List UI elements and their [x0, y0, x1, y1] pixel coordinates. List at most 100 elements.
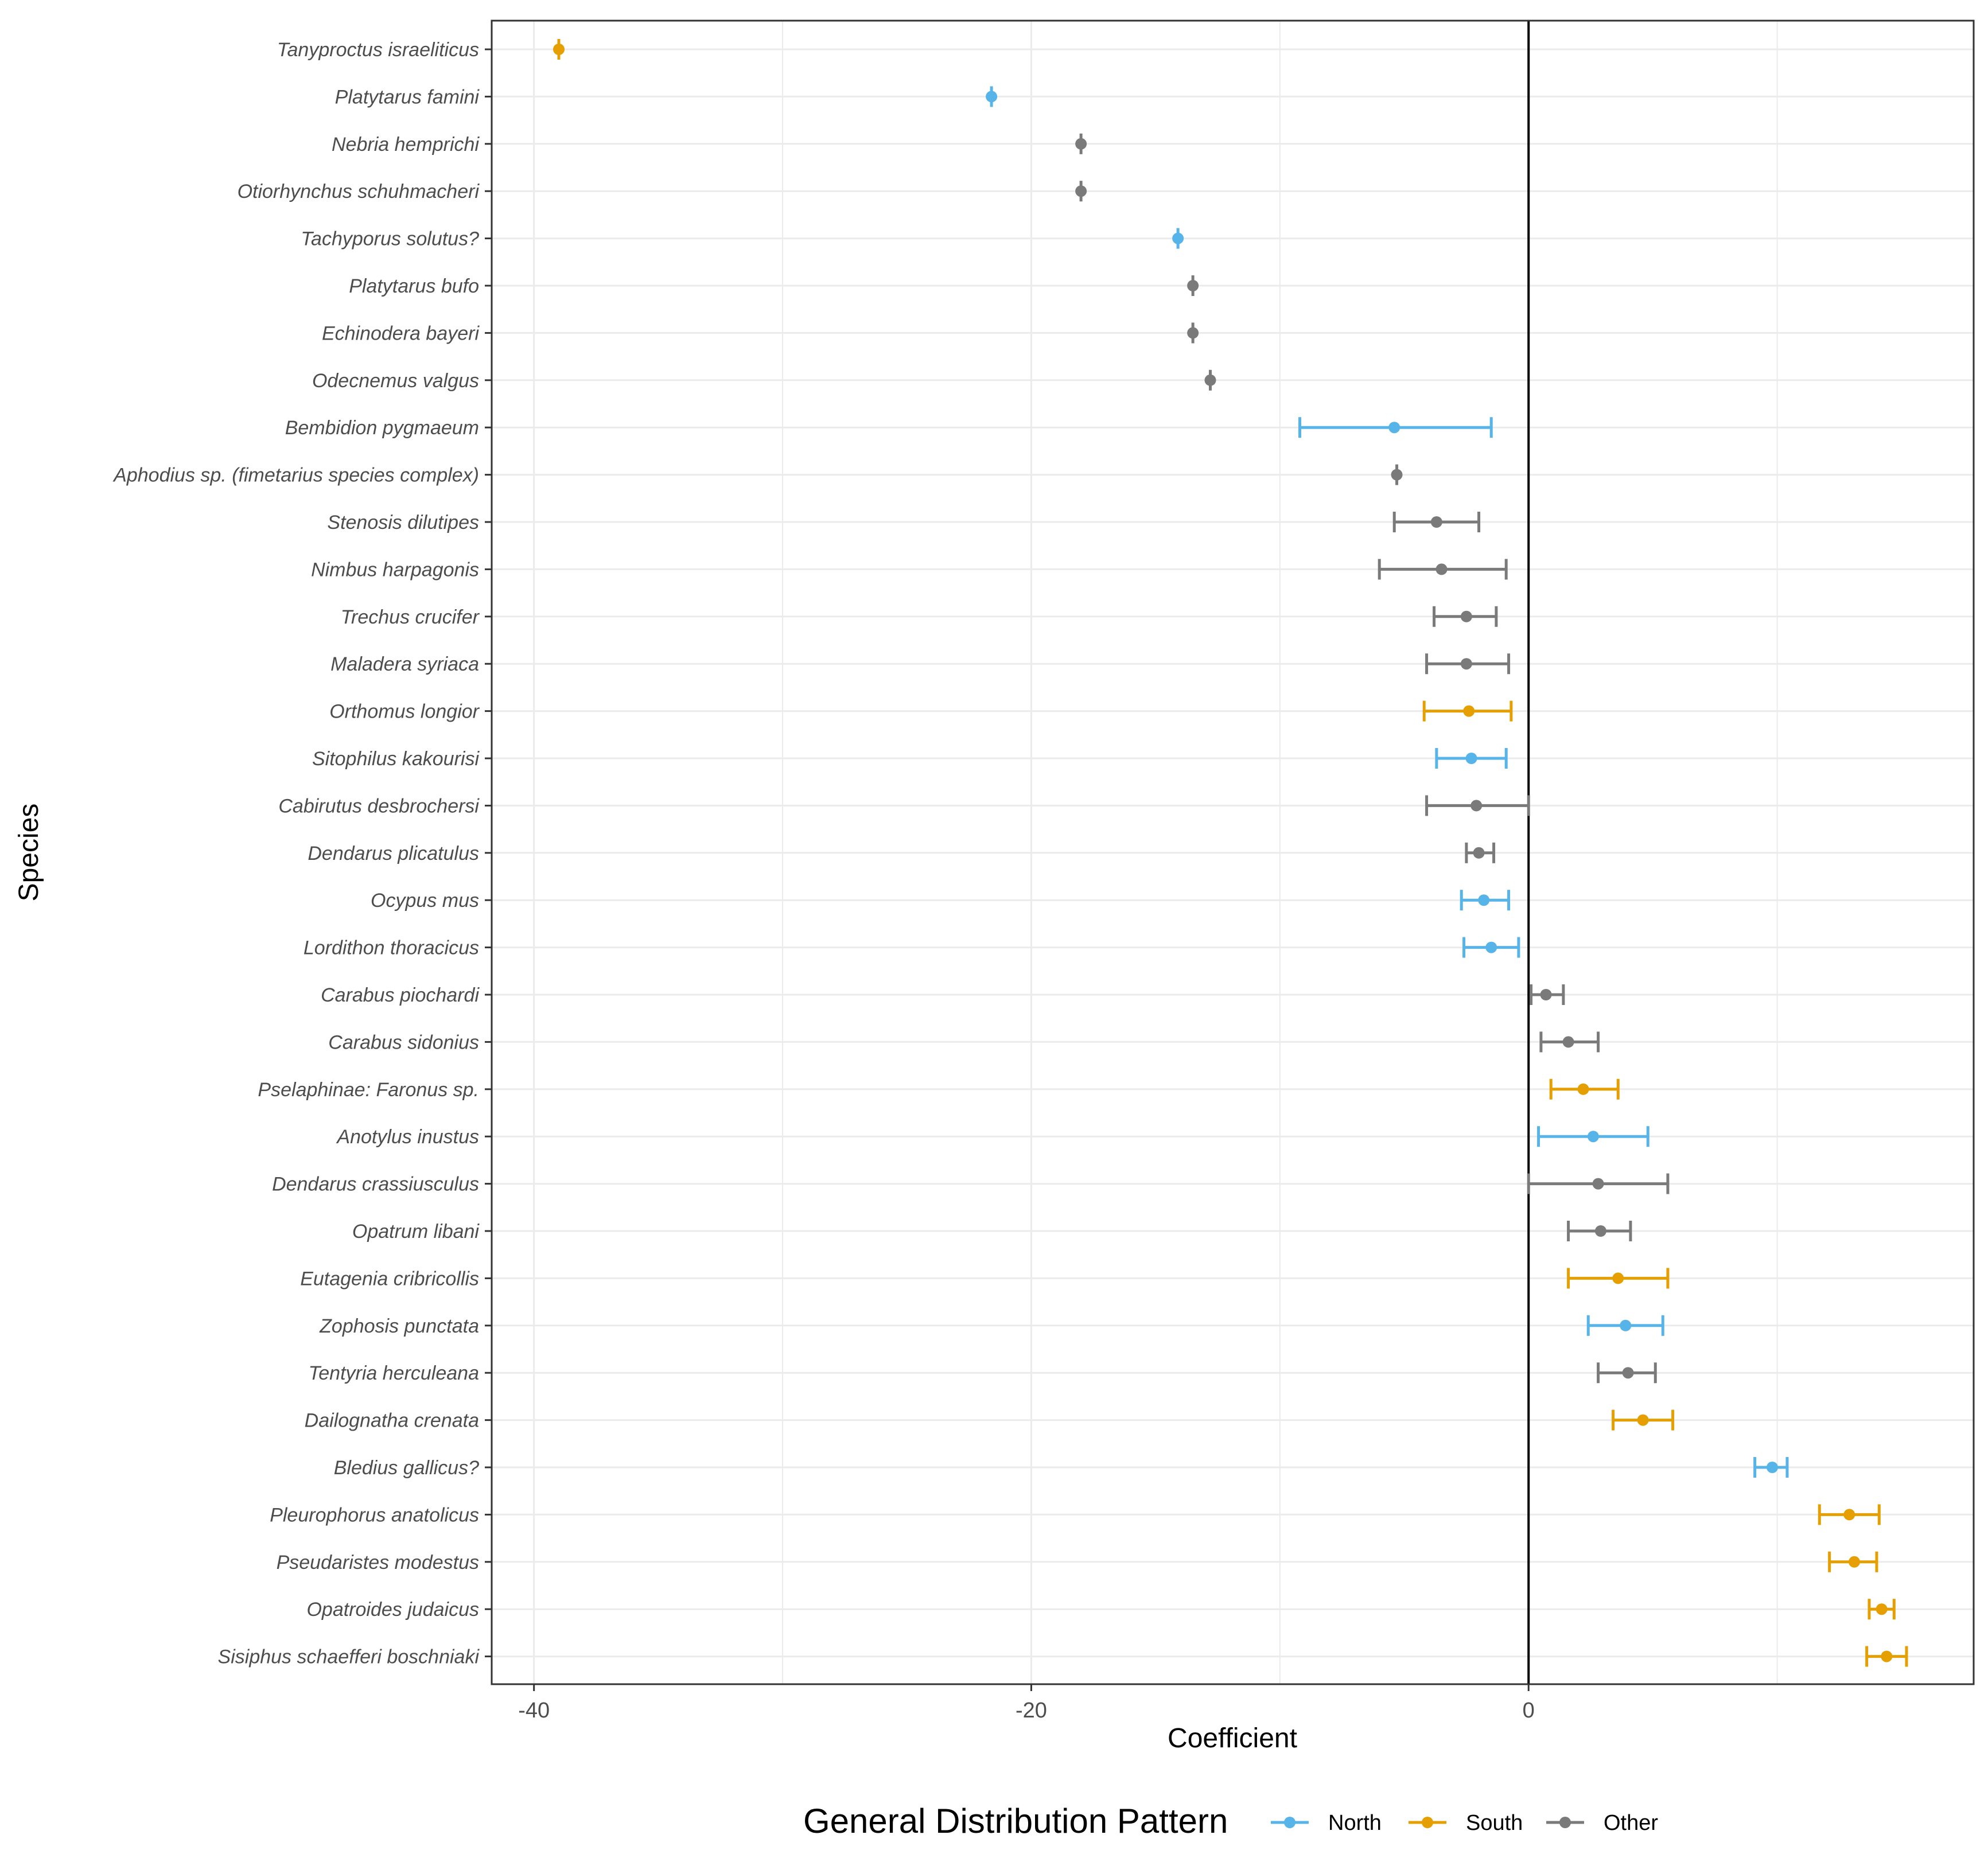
estimate-point	[1460, 610, 1472, 622]
species-label: Carabus sidonius	[328, 1031, 479, 1053]
species-label: Nebria hemprichi	[332, 134, 480, 155]
estimate-point	[1430, 516, 1442, 528]
species-row-north	[986, 86, 998, 107]
estimate-point	[1577, 1083, 1589, 1095]
y-axis-title: Species	[14, 804, 44, 902]
legend-item-other: Other	[1546, 1811, 1658, 1835]
species-label: Maladera syriaca	[330, 653, 479, 675]
species-label: Dendarus crassiusculus	[272, 1174, 479, 1195]
x-tick-label: -40	[518, 1699, 550, 1723]
estimate-point	[1485, 941, 1497, 953]
species-label: Nimbus harpagonis	[311, 559, 479, 581]
species-row-north	[1586, 1315, 1664, 1336]
species-label: Lordithon thoracicus	[304, 937, 479, 959]
legend-item-south: South	[1409, 1811, 1523, 1835]
estimate-point	[1460, 658, 1472, 670]
species-label: Pselaphinae: Faronus sp.	[258, 1079, 479, 1101]
species-row-other	[1433, 606, 1498, 627]
species-label: Tentyria herculeana	[309, 1362, 479, 1384]
species-row-other	[1425, 653, 1511, 675]
estimate-point	[1435, 563, 1448, 575]
species-row-other	[1391, 464, 1403, 485]
x-axis-title: Coefficient	[1168, 1723, 1297, 1754]
species-label: Zophosis punctata	[319, 1315, 479, 1337]
species-row-other	[1075, 133, 1087, 154]
species-row-south	[553, 39, 565, 60]
species-label: Carabus piochardi	[321, 984, 480, 1006]
species-label: Sitophilus kakourisi	[312, 748, 480, 770]
estimate-point	[1204, 374, 1216, 386]
species-label: Aphodius sp. (fimetarius species complex…	[112, 465, 479, 486]
species-label: Sisiphus schaefferi boschniaki	[218, 1646, 480, 1668]
estimate-point	[1592, 1178, 1604, 1190]
species-label: Orthomus longior	[329, 701, 480, 723]
estimate-point	[1766, 1462, 1778, 1473]
estimate-point	[1620, 1319, 1632, 1331]
species-row-other	[1392, 512, 1481, 532]
species-row-other	[1527, 1173, 1670, 1194]
species-row-south	[1567, 1268, 1670, 1289]
estimate-point	[1075, 185, 1087, 197]
estimate-point	[1612, 1272, 1624, 1284]
species-label: Trechus crucifer	[341, 606, 480, 628]
species-row-other	[1539, 1031, 1600, 1053]
estimate-point	[1594, 1225, 1606, 1237]
species-row-south	[1549, 1078, 1620, 1100]
species-row-other	[1530, 984, 1565, 1005]
species-row-north	[1435, 748, 1508, 769]
species-label: Tachyporus solutus?	[301, 228, 479, 250]
estimate-point	[1876, 1603, 1888, 1615]
estimate-point	[1463, 705, 1475, 717]
species-row-north	[1462, 937, 1520, 958]
species-row-other	[1378, 559, 1508, 580]
species-row-other	[1187, 322, 1199, 344]
estimate-point	[1187, 327, 1199, 339]
estimate-point	[1075, 138, 1087, 150]
estimate-point	[1848, 1556, 1860, 1568]
legend-title: General Distribution Pattern	[803, 1802, 1228, 1840]
species-label: Tanyproctus israeliticus	[277, 39, 479, 61]
estimate-point	[553, 44, 565, 55]
species-label: Echinodera bayeri	[322, 322, 480, 344]
species-row-other	[1567, 1221, 1632, 1241]
estimate-point	[1473, 847, 1485, 859]
legend-label: South	[1466, 1811, 1523, 1835]
estimate-point	[1187, 280, 1199, 291]
estimate-point	[1470, 800, 1483, 812]
x-tick-label: 0	[1523, 1699, 1535, 1723]
estimate-point	[1881, 1650, 1893, 1662]
estimate-point	[1562, 1036, 1574, 1048]
legend-key-point	[1422, 1817, 1433, 1828]
estimate-point	[986, 91, 998, 103]
legend-items: North South Other	[1271, 1811, 1658, 1835]
species-row-south	[1422, 700, 1513, 722]
species-row-north	[1537, 1126, 1649, 1147]
estimate-point	[1622, 1367, 1634, 1379]
legend-item-north: North	[1271, 1811, 1382, 1835]
species-label: Bembidion pygmaeum	[285, 417, 479, 439]
species-label: Stenosis dilutipes	[327, 512, 479, 533]
species-label: Otiorhynchus schuhmacheri	[238, 181, 480, 202]
species-label: Eutagenia cribricollis	[300, 1268, 479, 1290]
species-label: Opatroides judaicus	[306, 1599, 479, 1621]
species-label: Opatrum libani	[352, 1221, 480, 1242]
species-row-other	[1425, 795, 1530, 816]
species-row-other	[1204, 369, 1216, 391]
species-row-south	[1868, 1599, 1896, 1620]
estimate-point	[1465, 753, 1477, 764]
species-row-south	[1828, 1551, 1878, 1572]
legend-label: Other	[1604, 1811, 1658, 1835]
species-label: Anotylus inustus	[336, 1126, 479, 1148]
species-row-other	[1187, 275, 1199, 296]
x-tick-label: -20	[1016, 1699, 1047, 1723]
species-row-other	[1597, 1362, 1657, 1384]
species-label: Bledius gallicus?	[334, 1457, 479, 1479]
legend-label: North	[1328, 1811, 1382, 1835]
species-row-other	[1075, 181, 1087, 202]
species-row-north	[1172, 228, 1184, 249]
axis-layer: Tanyproctus israeliticus Platytarus famin…	[112, 39, 1535, 1723]
estimate-point	[1172, 232, 1184, 244]
